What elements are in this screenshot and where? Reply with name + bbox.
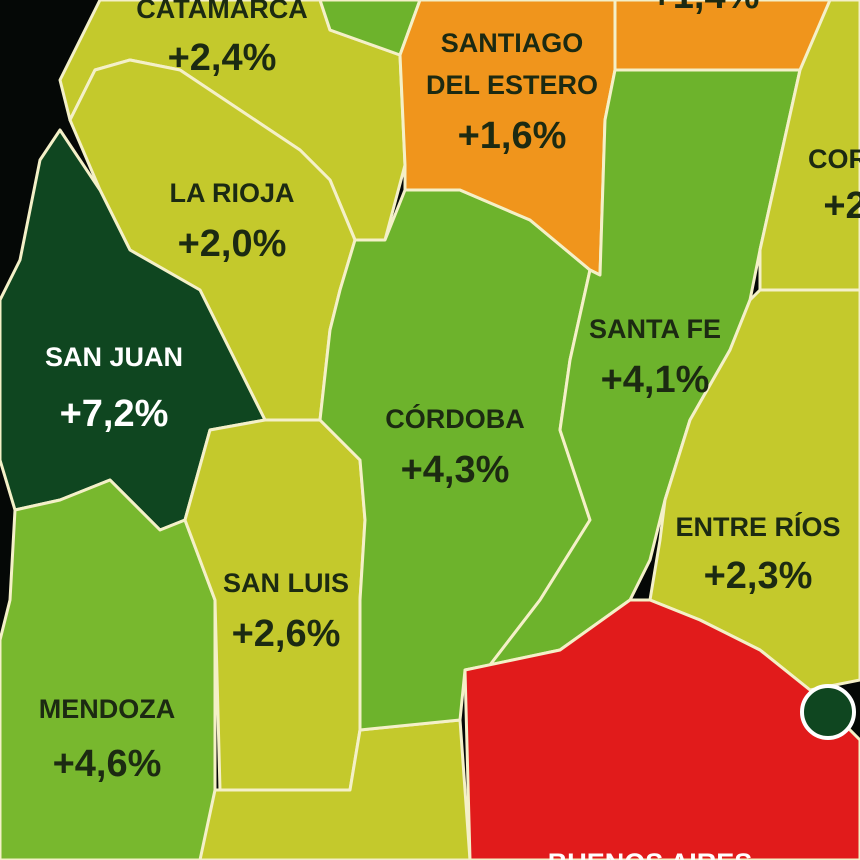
region-change: +4,6% bbox=[53, 743, 162, 785]
region-name: CÓRDOBA bbox=[385, 403, 525, 434]
region-change: +7,2% bbox=[60, 393, 169, 435]
region-name: DEL ESTERO bbox=[426, 70, 598, 100]
region-name: SANTIAGO bbox=[441, 28, 584, 58]
region-change: +2,4% bbox=[168, 37, 277, 79]
region-change: +2,0% bbox=[178, 223, 287, 265]
region-name: SAN JUAN bbox=[45, 342, 183, 372]
region-name: BUENOS AIRES bbox=[548, 848, 753, 860]
region-change: +1,6% bbox=[458, 115, 567, 157]
region-name: SANTA FE bbox=[589, 314, 721, 344]
region-name: LA RIOJA bbox=[169, 178, 294, 208]
region-name: CATAMARCA bbox=[136, 0, 307, 24]
region-change: +2 bbox=[823, 185, 860, 227]
region-change: +4,3% bbox=[401, 449, 510, 491]
region-change: +2,6% bbox=[232, 613, 341, 655]
region-name: ENTRE RÍOS bbox=[675, 511, 840, 542]
region-mendoza bbox=[0, 478, 217, 860]
region-change: +1,4% bbox=[651, 0, 760, 17]
region-name: COR bbox=[808, 144, 860, 174]
region-name: MENDOZA bbox=[39, 694, 176, 724]
caba-marker bbox=[800, 684, 856, 740]
region-change: +4,1% bbox=[601, 359, 710, 401]
region-name: SAN LUIS bbox=[223, 568, 349, 598]
region-change: +2,3% bbox=[704, 555, 813, 597]
region-buenos-aires bbox=[463, 598, 860, 860]
